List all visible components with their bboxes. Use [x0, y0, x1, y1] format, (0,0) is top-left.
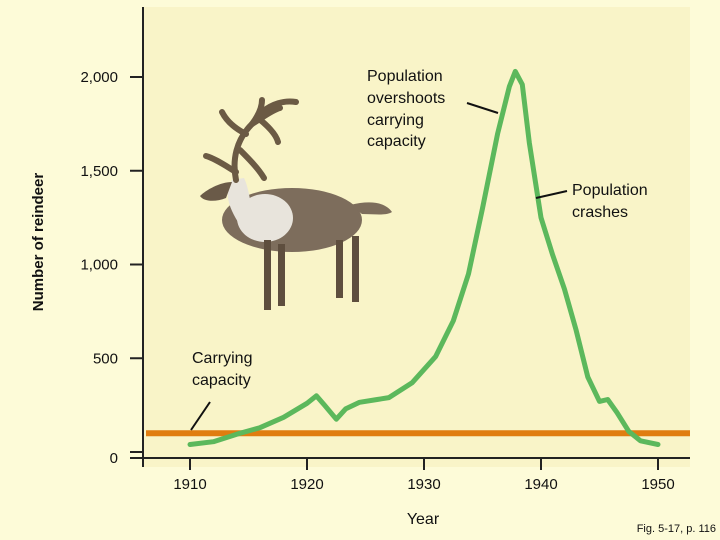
annotation-line: carrying — [367, 112, 424, 129]
population-line — [187, 68, 661, 447]
x-tick-label: 1940 — [524, 476, 557, 493]
x-ticks: 1910 1920 1930 1940 1950 — [173, 458, 675, 493]
reindeer-illustration — [200, 97, 392, 310]
y-tick-label: 500 — [93, 350, 118, 367]
annotation-line: Population — [572, 182, 648, 199]
annotation-line: capacity — [367, 133, 426, 150]
y-tick-label: 2,000 — [80, 69, 118, 86]
x-tick-label: 1910 — [173, 476, 206, 493]
x-tick-label: 1950 — [641, 476, 674, 493]
annotation-line: crashes — [572, 204, 628, 221]
annotation-crash: Population crashes — [535, 182, 648, 221]
x-tick-label: 1930 — [407, 476, 440, 493]
y-axis-label: Number of reindeer — [30, 173, 47, 312]
annotation-carrying-capacity: Carrying capacity — [190, 350, 252, 431]
annotation-overshoot: Population overshoots carrying capacity — [367, 68, 499, 150]
y-ticks: 0 500 1,000 1,500 2,000 — [80, 69, 143, 467]
annotation-line: Carrying — [192, 350, 252, 367]
annotation-line: capacity — [192, 372, 251, 389]
y-tick-label: 1,000 — [80, 257, 118, 274]
figure-caption: Fig. 5-17, p. 116 — [637, 523, 716, 535]
annotation-line: overshoots — [367, 90, 445, 107]
annotation-line: Population — [367, 68, 443, 85]
y-tick-label: 1,500 — [80, 163, 118, 180]
x-tick-label: 1920 — [290, 476, 323, 493]
y-tick-label: 0 — [110, 450, 118, 467]
x-axis-label: Year — [407, 511, 440, 528]
